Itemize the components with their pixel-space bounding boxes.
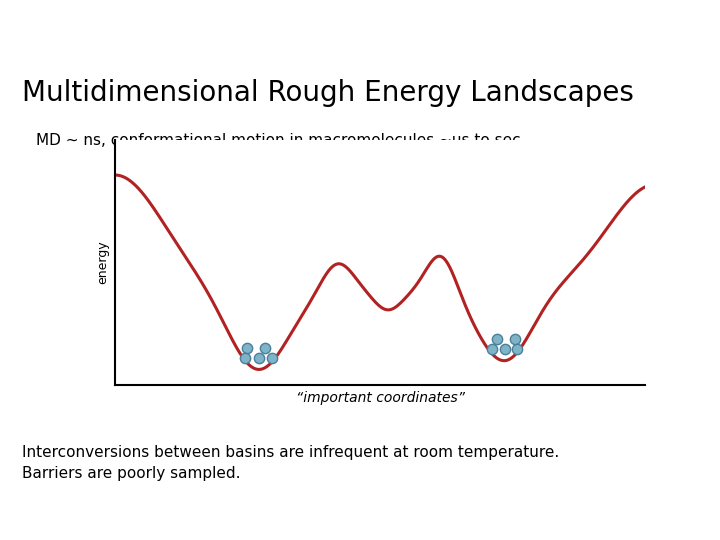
Text: UNIVERSITY®: UNIVERSITY® — [50, 24, 103, 33]
Point — [509, 335, 521, 343]
Point — [491, 335, 503, 343]
Point — [259, 344, 271, 353]
Bar — [18, 15, 30, 45]
Point — [253, 354, 265, 362]
Point — [487, 345, 498, 353]
Point — [266, 354, 278, 362]
Point — [500, 345, 511, 353]
Point — [242, 344, 253, 353]
Text: Multidimensional Rough Energy Landscapes: Multidimensional Rough Energy Landscapes — [22, 79, 634, 107]
Point — [239, 354, 251, 362]
Text: TEMPLE: TEMPLE — [48, 0, 135, 17]
Y-axis label: energy: energy — [96, 241, 109, 285]
Text: MD ~ ns, conformational motion in macromolecules ~μs to sec: MD ~ ns, conformational motion in macrom… — [36, 133, 521, 148]
Bar — [6, 6, 42, 50]
Text: Interconversions between basins are infrequent at room temperature.
Barriers are: Interconversions between basins are infr… — [22, 445, 559, 481]
Bar — [8, 9, 40, 17]
X-axis label: “important coordinates”: “important coordinates” — [295, 390, 464, 404]
Point — [511, 345, 523, 353]
